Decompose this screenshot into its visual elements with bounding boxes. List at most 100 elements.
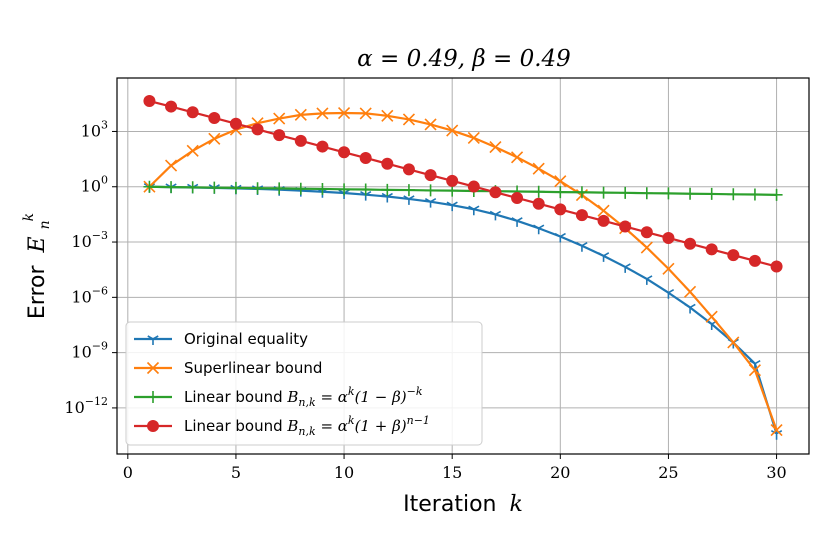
- data-point: [316, 140, 329, 153]
- data-point: [640, 187, 653, 200]
- data-point: [575, 186, 588, 199]
- data-point: [748, 364, 762, 377]
- chart-title: α = 0.49, β = 0.49: [357, 46, 571, 72]
- data-point: [273, 129, 286, 142]
- data-point: [640, 226, 653, 239]
- data-point: [273, 182, 286, 195]
- data-point: [662, 289, 675, 299]
- x-tick-label: 20: [550, 463, 570, 482]
- legend-marker: [147, 420, 159, 432]
- data-point: [597, 204, 610, 217]
- data-point: [770, 188, 783, 201]
- data-point: [554, 232, 566, 243]
- data-point: [424, 118, 437, 131]
- x-tick-label: 10: [334, 463, 354, 482]
- x-tick-label: 0: [123, 463, 133, 482]
- y-tick-label: 10−9: [71, 340, 108, 362]
- data-point: [727, 249, 740, 262]
- x-tick-label: 15: [442, 463, 462, 482]
- y-tick-label: 10−6: [71, 284, 108, 306]
- data-point: [186, 106, 199, 119]
- data-point: [165, 181, 178, 194]
- data-point: [143, 95, 156, 108]
- data-point: [576, 242, 588, 252]
- data-point: [359, 151, 372, 164]
- series-layer: [143, 95, 783, 440]
- data-point: [748, 254, 761, 267]
- y-tick-label: 100: [81, 174, 108, 196]
- data-point: [662, 187, 675, 200]
- ticks: 0 5 10 15 20 25 30 103 100 10−3 10−6 10−9 10−12: [64, 118, 786, 482]
- data-point: [294, 108, 307, 121]
- data-point: [359, 107, 372, 120]
- data-point: [489, 186, 502, 199]
- data-point: [208, 111, 221, 124]
- y-tick-label: 10−12: [64, 395, 108, 417]
- data-point: [662, 262, 675, 275]
- data-point: [446, 201, 458, 212]
- data-point: [467, 180, 480, 193]
- data-point: [554, 203, 567, 216]
- data-point: [705, 243, 718, 256]
- data-point: [186, 181, 199, 194]
- legend-label: Superlinear bound: [184, 359, 322, 377]
- legend-marker: [146, 361, 160, 375]
- x-tick-label: 30: [766, 463, 786, 482]
- data-point: [597, 252, 610, 262]
- legend-marker: [147, 391, 159, 403]
- data-point: [359, 183, 372, 196]
- data-point: [684, 237, 697, 250]
- data-point: [489, 141, 502, 154]
- data-point: [511, 217, 523, 227]
- data-point: [727, 336, 740, 349]
- data-point: [338, 146, 351, 159]
- y-tick-label: 103: [81, 118, 108, 140]
- data-point: [446, 124, 459, 137]
- data-point: [510, 151, 524, 164]
- data-point: [727, 188, 740, 201]
- data-point: [532, 185, 545, 198]
- data-point: [251, 123, 264, 136]
- data-point: [662, 231, 675, 244]
- legend-label: Linear bound Bn,k = αk(1 + β)n−1: [184, 414, 430, 438]
- data-point: [316, 182, 329, 195]
- y-axis-label-sup: k: [21, 213, 37, 221]
- data-point: [532, 162, 545, 175]
- y-tick-label: 10−3: [71, 229, 108, 251]
- data-point: [316, 107, 329, 120]
- data-point: [294, 134, 307, 147]
- legend-box: [125, 321, 483, 446]
- data-point: [273, 112, 286, 125]
- data-point: [683, 285, 697, 298]
- x-axis-label: Iteration k: [403, 492, 523, 517]
- data-point: [402, 184, 415, 197]
- series-4: [143, 95, 783, 273]
- data-point: [294, 182, 307, 195]
- svg-text:Error E n k: Error E n k: [21, 213, 55, 319]
- data-point: [229, 117, 242, 130]
- data-point: [403, 195, 415, 205]
- legend: Original equality Superlinear bound Linear…: [125, 321, 483, 446]
- legend-label: Original equality: [184, 330, 308, 348]
- data-point: [467, 131, 480, 144]
- data-point: [705, 310, 718, 323]
- data-point: [619, 186, 632, 199]
- data-point: [251, 182, 264, 195]
- data-point: [597, 186, 610, 199]
- data-point: [208, 132, 221, 145]
- data-point: [208, 181, 221, 194]
- data-point: [619, 220, 632, 233]
- data-point: [619, 263, 631, 273]
- data-point: [554, 186, 567, 199]
- data-point: [424, 197, 437, 208]
- legend-item-2: Superlinear bound: [134, 359, 322, 377]
- legend-label: Linear bound Bn,k = αk(1 − β)−k: [184, 385, 423, 409]
- data-point: [424, 184, 437, 197]
- data-point: [338, 183, 351, 196]
- data-point: [381, 192, 393, 203]
- data-point: [532, 197, 545, 210]
- data-point: [186, 144, 199, 157]
- data-point: [165, 100, 178, 113]
- data-point: [229, 181, 242, 194]
